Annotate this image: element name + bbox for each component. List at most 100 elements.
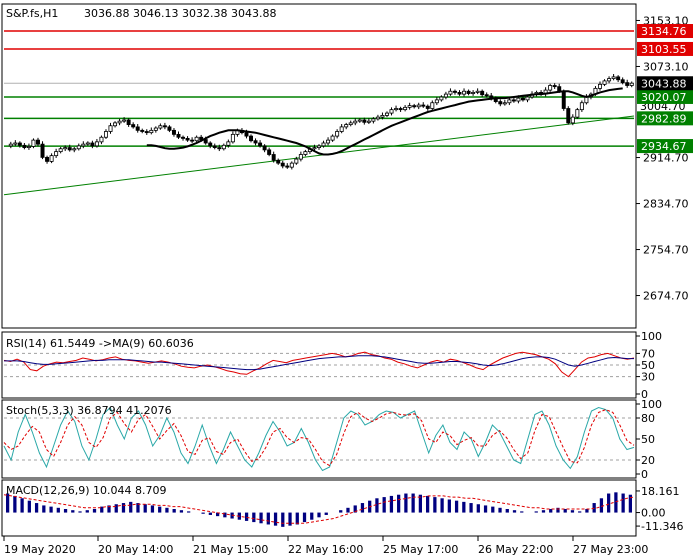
candle-body — [548, 85, 553, 91]
stoch-series-line-1 — [3, 409, 635, 467]
level-label-box — [637, 139, 693, 154]
candle-body — [203, 139, 208, 144]
candle-body — [258, 142, 263, 147]
macd-tick-label: 18.161 — [641, 485, 680, 498]
stoch-tick-label: 0 — [641, 468, 648, 481]
candle-body — [72, 148, 77, 151]
candle-body — [280, 162, 285, 167]
candle-body — [434, 99, 439, 104]
candle-body — [31, 139, 36, 147]
candle-body — [520, 97, 525, 101]
level-label: 3020.07 — [641, 91, 687, 104]
candle-body — [607, 78, 612, 82]
candle-body — [357, 119, 362, 122]
candle-body — [421, 104, 426, 107]
candle-body — [90, 142, 95, 147]
macd-panel-frame — [1, 479, 637, 537]
candle-body — [407, 105, 412, 108]
candle-body — [36, 139, 40, 145]
candle-body — [457, 92, 462, 95]
candle-body — [466, 90, 471, 94]
candle-body — [344, 124, 349, 128]
candle-body — [76, 145, 81, 150]
candle-body — [326, 139, 331, 144]
candle-body — [153, 127, 158, 131]
candle-body — [13, 142, 18, 145]
candle-body — [403, 106, 408, 111]
x-tick-label: 21 May 15:00 — [193, 543, 268, 556]
candle-body — [348, 122, 353, 125]
level-label: 2934.67 — [641, 140, 687, 153]
candle-body — [330, 135, 335, 141]
candle-body — [103, 131, 108, 138]
candle-body — [40, 143, 45, 158]
candle-body — [416, 104, 421, 108]
candle-body — [516, 97, 521, 102]
candle-body — [366, 120, 371, 123]
candle-body — [230, 133, 235, 143]
stoch-tick-label: 50 — [641, 433, 655, 446]
support-trendline — [3, 115, 635, 196]
candle-body — [620, 79, 625, 84]
candle-body — [448, 90, 453, 95]
candle-body — [394, 108, 399, 111]
level-label: 3103.55 — [641, 43, 687, 56]
candle-body — [99, 136, 104, 143]
candle-body — [85, 142, 90, 145]
candle-body — [598, 83, 602, 89]
candle-body — [67, 147, 72, 151]
x-tick-label: 25 May 17:00 — [383, 543, 458, 556]
candle-body — [190, 139, 195, 142]
candle-body — [443, 93, 448, 98]
candle-body — [412, 105, 417, 108]
candle-body — [475, 90, 480, 93]
x-tick-label: 20 May 14:00 — [98, 543, 173, 556]
macd-signal-line — [3, 494, 635, 524]
candle-body — [570, 116, 575, 124]
candle-body — [298, 154, 303, 160]
ohlc-low: 3032.38 — [182, 7, 228, 20]
candle-body — [511, 99, 516, 102]
rsi-tick-label: 30 — [641, 371, 655, 384]
level-label-box — [637, 89, 693, 104]
x-tick-label: 27 May 23:00 — [573, 543, 648, 556]
x-tick-label: 26 May 22:00 — [478, 543, 553, 556]
candle-body — [439, 96, 444, 101]
candle-body — [398, 108, 403, 111]
candle-body — [149, 129, 154, 134]
candle-body — [54, 151, 59, 157]
candle-body — [312, 147, 317, 150]
rsi-tick-label: 50 — [641, 359, 655, 372]
ohlc-high: 3046.13 — [133, 7, 179, 20]
candle-body — [22, 144, 27, 149]
candle-body — [625, 82, 630, 86]
candle-body — [181, 136, 186, 139]
candle-body — [262, 145, 267, 151]
candle-body — [176, 133, 181, 138]
candle-body — [117, 120, 122, 124]
rsi-tick-label: 100 — [641, 330, 662, 343]
candle-body — [226, 141, 231, 146]
candle-body — [430, 102, 435, 109]
macd-tick-label: -11.346 — [641, 520, 683, 533]
level-label-box — [637, 41, 693, 56]
candle-body — [26, 146, 31, 148]
candle-body — [221, 144, 226, 150]
candle-body — [498, 101, 503, 105]
candle-body — [63, 147, 68, 150]
candle-body — [276, 159, 281, 164]
price-panel-frame — [1, 3, 637, 329]
candle-body — [502, 102, 507, 105]
candle-body — [602, 80, 607, 85]
candle-body — [122, 119, 127, 122]
candle-body — [108, 125, 113, 132]
candle-body — [480, 90, 485, 96]
candle-body — [507, 99, 512, 104]
candle-body — [525, 96, 530, 101]
candle-body — [212, 145, 217, 148]
price-tick-label: 2914.70 — [643, 152, 689, 165]
candle-body — [94, 141, 99, 147]
candle-body — [575, 109, 580, 118]
candle-body — [303, 151, 308, 155]
candle-body — [285, 165, 290, 168]
